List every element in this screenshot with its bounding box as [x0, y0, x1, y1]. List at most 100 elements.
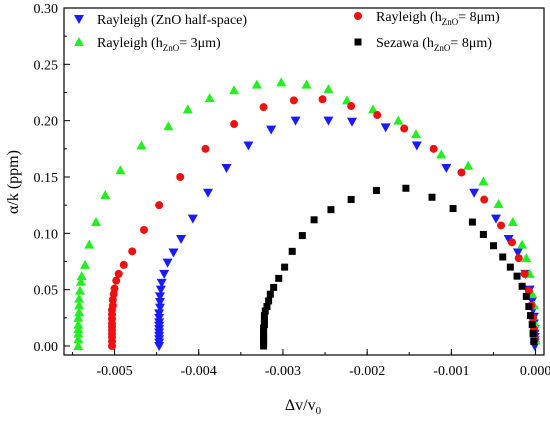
data-point: [411, 141, 422, 151]
data-point: [514, 254, 523, 263]
data-point: [73, 328, 84, 338]
x-tick-label: -0.005: [96, 364, 132, 379]
data-point: [80, 259, 91, 269]
data-point: [266, 125, 277, 135]
data-point: [275, 274, 283, 282]
data-point: [517, 239, 528, 249]
data-point: [73, 319, 84, 329]
data-point: [400, 124, 409, 133]
x-tick-label: -0.002: [349, 364, 385, 379]
data-point: [480, 195, 489, 204]
data-point: [493, 199, 504, 209]
data-point: [499, 253, 507, 261]
data-point: [259, 103, 268, 112]
data-point: [270, 283, 278, 291]
data-point: [75, 285, 85, 295]
data-point: [154, 309, 165, 319]
plot-frame: [63, 7, 545, 356]
data-point: [108, 301, 117, 310]
data-point: [522, 292, 530, 300]
data-point: [469, 188, 480, 198]
data-point: [524, 286, 533, 295]
data-point: [411, 129, 421, 139]
series-2: [73, 77, 541, 350]
data-point: [318, 95, 327, 104]
data-point: [441, 163, 452, 173]
data-point: [525, 303, 533, 311]
x-axis-label: Δv/v0: [285, 397, 322, 417]
data-point: [301, 79, 312, 89]
y-tick-label: 0.05: [34, 284, 59, 299]
data-point: [187, 214, 198, 224]
data-series: [73, 77, 541, 351]
data-point: [140, 225, 148, 234]
data-point: [154, 313, 165, 323]
data-point: [163, 121, 174, 131]
data-point: [115, 165, 126, 175]
data-point: [463, 160, 474, 170]
data-point: [276, 77, 287, 87]
data-point: [263, 303, 271, 311]
data-point: [402, 184, 410, 192]
data-point: [243, 141, 254, 151]
data-point: [76, 271, 87, 281]
data-point: [156, 278, 167, 288]
data-point: [230, 120, 239, 129]
data-point: [341, 95, 352, 105]
data-point: [201, 144, 210, 153]
data-point: [457, 168, 466, 177]
y-axis-ticks: 0.00 0.05 0.10 0.15 0.20 0.25 0.30: [34, 2, 70, 355]
legend-marker: [354, 12, 362, 20]
data-point: [251, 79, 262, 89]
data-point: [159, 269, 170, 279]
data-point: [73, 340, 84, 350]
legend-label: Rayleigh (hZnO= 8μm): [376, 10, 500, 27]
data-point: [74, 293, 85, 303]
legend-marker: [74, 15, 84, 24]
data-point: [527, 312, 535, 320]
legend-item-1: Rayleigh (ZnO half-space): [74, 13, 247, 28]
data-point: [168, 248, 179, 258]
data-point: [73, 312, 84, 322]
y-tick-label: 0.00: [34, 340, 59, 355]
data-point: [491, 214, 501, 224]
data-point: [323, 116, 334, 126]
series-4: [260, 184, 538, 350]
y-tick-label: 0.20: [34, 115, 59, 130]
legend: Rayleigh (ZnO half-space) Rayleigh (hZnO=…: [74, 10, 500, 53]
data-point: [75, 276, 86, 286]
series-3: [108, 95, 539, 350]
data-point: [497, 221, 506, 230]
data-point: [119, 260, 128, 269]
data-point: [110, 284, 119, 293]
legend-marker: [74, 37, 84, 46]
legend-item-3: Rayleigh (hZnO= 8μm): [354, 10, 500, 27]
data-point: [100, 190, 111, 200]
data-point: [347, 102, 356, 111]
data-point: [436, 149, 447, 159]
data-point: [176, 234, 187, 244]
data-point: [520, 269, 529, 278]
data-point: [428, 193, 436, 201]
legend-label: Rayleigh (hZnO= 3μm): [97, 36, 221, 53]
data-point: [528, 321, 536, 329]
data-point: [155, 292, 165, 302]
x-tick-label: -0.003: [265, 364, 301, 379]
data-point: [373, 111, 382, 120]
y-tick-label: 0.25: [34, 58, 59, 73]
data-point: [288, 247, 296, 255]
data-point: [136, 140, 147, 150]
data-point: [508, 238, 516, 247]
data-point: [327, 206, 335, 214]
x-tick-label: 0.000: [520, 364, 550, 379]
data-point: [489, 242, 497, 250]
legend-label: Sezawa (hZnO= 8μm): [376, 36, 492, 53]
data-point: [260, 316, 268, 324]
data-point: [266, 290, 274, 298]
data-point: [521, 253, 532, 263]
data-point: [73, 324, 84, 334]
data-point: [114, 269, 123, 278]
data-point: [289, 96, 298, 105]
data-point: [506, 263, 514, 271]
x-axis-label-subscript: 0: [316, 405, 322, 417]
